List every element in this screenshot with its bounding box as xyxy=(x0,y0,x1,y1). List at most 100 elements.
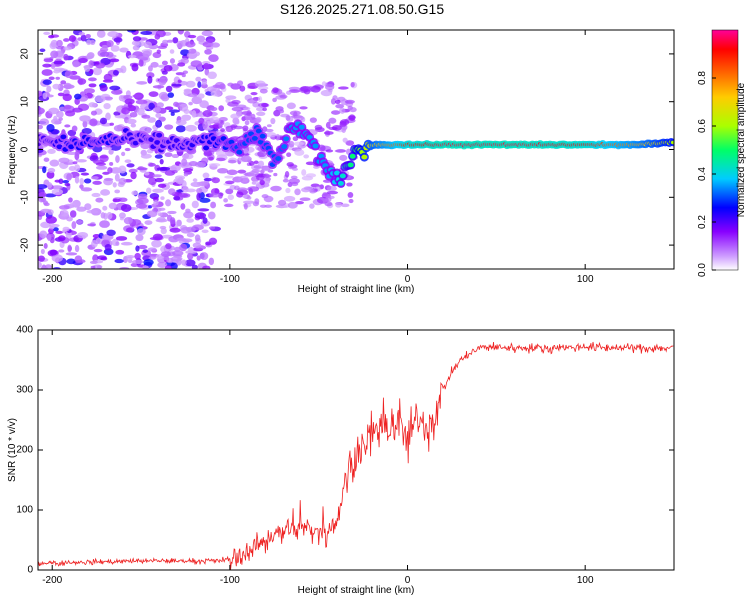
noise-speckle xyxy=(170,262,178,269)
noise-speckle xyxy=(286,102,296,110)
noise-speckle xyxy=(185,80,196,88)
noise-speckle xyxy=(206,38,215,43)
noise-speckle xyxy=(43,58,54,63)
noise-speckle xyxy=(226,169,238,176)
noise-speckle xyxy=(139,103,151,110)
noise-speckle xyxy=(112,198,121,203)
noise-speckle xyxy=(175,178,184,185)
noise-speckle xyxy=(40,248,45,255)
noise-speckle xyxy=(169,58,176,64)
noise-speckle xyxy=(84,65,91,72)
noise-speckle xyxy=(214,81,225,89)
noise-speckle xyxy=(286,90,292,95)
noise-speckle xyxy=(339,107,346,114)
noise-speckle xyxy=(259,204,267,208)
noise-speckle xyxy=(202,217,208,224)
noise-speckle xyxy=(107,31,119,38)
snr-ytick-label: 400 xyxy=(16,325,33,336)
noise-speckle xyxy=(194,212,207,220)
noise-speckle xyxy=(251,164,262,171)
noise-speckle xyxy=(334,99,341,104)
noise-speckle xyxy=(275,133,281,141)
noise-speckle xyxy=(105,112,111,121)
noise-speckle xyxy=(160,196,165,200)
noise-speckle xyxy=(51,188,64,196)
noise-speckle xyxy=(201,229,209,234)
noise-speckle xyxy=(309,117,317,123)
ridge-point xyxy=(148,137,155,142)
noise-speckle xyxy=(180,203,186,210)
noise-speckle xyxy=(46,171,55,179)
noise-speckle xyxy=(321,81,327,87)
noise-speckle xyxy=(95,165,108,170)
snr-xtick-label: 0 xyxy=(405,575,411,586)
noise-speckle xyxy=(136,107,145,116)
noise-speckle xyxy=(184,259,196,267)
noise-speckle xyxy=(58,117,63,121)
noise-speckle xyxy=(155,119,163,128)
noise-speckle xyxy=(103,103,111,110)
colorbar-tick-label: 0.6 xyxy=(697,119,708,133)
noise-speckle xyxy=(254,198,260,205)
noise-speckle xyxy=(48,107,60,115)
noise-speckle xyxy=(239,85,246,92)
snr-xtick-label: 100 xyxy=(577,575,594,586)
noise-speckle xyxy=(66,151,78,155)
noise-speckle xyxy=(246,110,252,116)
noise-speckle xyxy=(325,196,332,203)
noise-speckle xyxy=(156,216,166,222)
spectrogram-ytick-label: 0 xyxy=(20,146,31,152)
noise-speckle xyxy=(42,166,47,174)
noise-speckle xyxy=(146,72,155,79)
noise-speckle xyxy=(182,70,189,74)
noise-speckle xyxy=(185,208,191,214)
noise-speckle xyxy=(163,65,173,72)
noise-speckle xyxy=(156,167,168,171)
noise-speckle xyxy=(293,115,305,121)
noise-speckle xyxy=(341,126,347,133)
noise-speckle xyxy=(120,241,133,246)
noise-speckle xyxy=(177,62,186,67)
noise-speckle xyxy=(40,208,52,214)
noise-speckle xyxy=(272,87,279,94)
noise-speckle xyxy=(176,189,185,193)
noise-speckle xyxy=(88,60,94,69)
noise-speckle xyxy=(252,101,261,108)
noise-speckle xyxy=(147,75,153,84)
noise-speckle xyxy=(68,35,77,42)
noise-speckle xyxy=(83,178,92,184)
noise-speckle xyxy=(160,93,170,102)
noise-speckle xyxy=(118,165,127,174)
noise-speckle xyxy=(49,249,58,256)
noise-speckle xyxy=(119,212,126,219)
noise-speckle xyxy=(286,152,292,158)
noise-speckle xyxy=(186,218,194,223)
noise-speckle xyxy=(47,167,56,173)
noise-speckle xyxy=(135,245,140,252)
snr-xlabel: Height of straight line (km) xyxy=(298,585,415,596)
noise-speckle xyxy=(196,187,203,194)
noise-speckle xyxy=(172,37,179,44)
noise-speckle xyxy=(305,161,315,166)
noise-speckle xyxy=(342,137,348,143)
noise-speckle xyxy=(187,93,198,98)
noise-speckle xyxy=(273,172,278,177)
noise-speckle xyxy=(227,159,237,164)
noise-speckle xyxy=(63,104,72,110)
noise-speckle xyxy=(303,186,314,191)
noise-speckle xyxy=(235,104,247,109)
noise-speckle xyxy=(88,102,97,108)
colorbar-tick-label: 0.0 xyxy=(697,263,708,277)
noise-speckle xyxy=(63,53,69,61)
noise-speckle xyxy=(335,202,342,208)
noise-speckle xyxy=(270,117,276,125)
noise-speckle xyxy=(100,212,106,219)
noise-speckle xyxy=(185,124,197,132)
noise-speckle xyxy=(136,81,148,85)
noise-speckle xyxy=(164,106,174,110)
noise-speckle xyxy=(177,79,182,83)
noise-speckle xyxy=(148,162,156,167)
noise-speckle xyxy=(67,244,72,253)
noise-speckle xyxy=(114,173,120,182)
noise-speckle xyxy=(40,221,51,229)
